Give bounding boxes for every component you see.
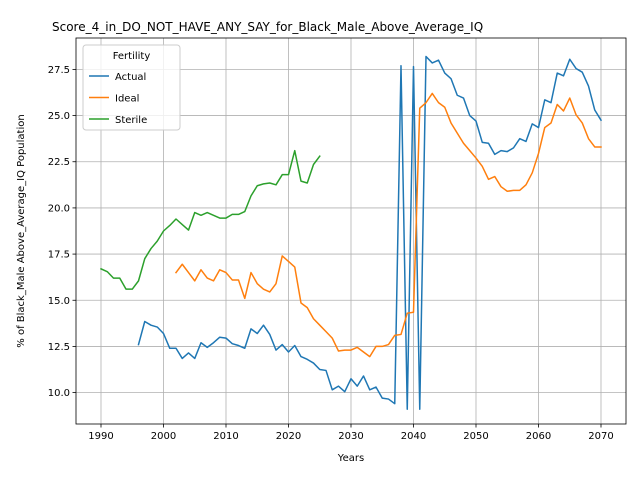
- legend-title: Fertility: [113, 51, 151, 62]
- series-line-actual: [137, 55, 603, 410]
- y-tick-label: 25.0: [48, 111, 70, 122]
- x-tick-label: 2060: [526, 431, 551, 442]
- x-tick-label: 2020: [276, 431, 301, 442]
- y-tick-label: 22.5: [48, 157, 70, 168]
- grid: [76, 38, 626, 424]
- legend-label-actual: Actual: [115, 72, 146, 83]
- legend-label-ideal: Ideal: [115, 94, 139, 105]
- series-line-sterile: [100, 149, 321, 290]
- y-tick-label: 10.0: [48, 388, 70, 399]
- legend-items: Actual Ideal Sterile: [89, 72, 147, 126]
- x-tick-label: 2040: [401, 431, 426, 442]
- x-tick-label: 2050: [463, 431, 488, 442]
- y-tick-label: 27.5: [48, 65, 70, 76]
- y-tick-label: 15.0: [48, 296, 70, 307]
- y-tick-label: 20.0: [48, 203, 70, 214]
- y-tick-label: 17.5: [48, 250, 70, 261]
- x-tick-label: 2010: [213, 431, 238, 442]
- x-tick-label: 2030: [338, 431, 363, 442]
- x-axis-label: Years: [337, 453, 364, 464]
- legend-label-sterile: Sterile: [115, 115, 147, 126]
- legend-box: [82, 44, 181, 131]
- x-tick-label: 2000: [151, 431, 176, 442]
- ticks: 1990 2000 2010 2020 2030 2040 2050 2060 2070 10.0…: [48, 65, 614, 442]
- y-axis-label: % of Black_Male Above_Average_IQ Populat…: [16, 114, 27, 347]
- x-tick-label: 1990: [88, 431, 113, 442]
- chart-title: Score_4_in_DO_NOT_HAVE_ANY_SAY_for_Black…: [52, 20, 483, 34]
- legend: Fertility Actual Ideal Sterile: [82, 44, 181, 131]
- x-tick-label: 2070: [588, 431, 613, 442]
- series-line-ideal: [174, 92, 602, 358]
- plot-lines: [100, 55, 603, 410]
- y-tick-label: 12.5: [48, 342, 70, 353]
